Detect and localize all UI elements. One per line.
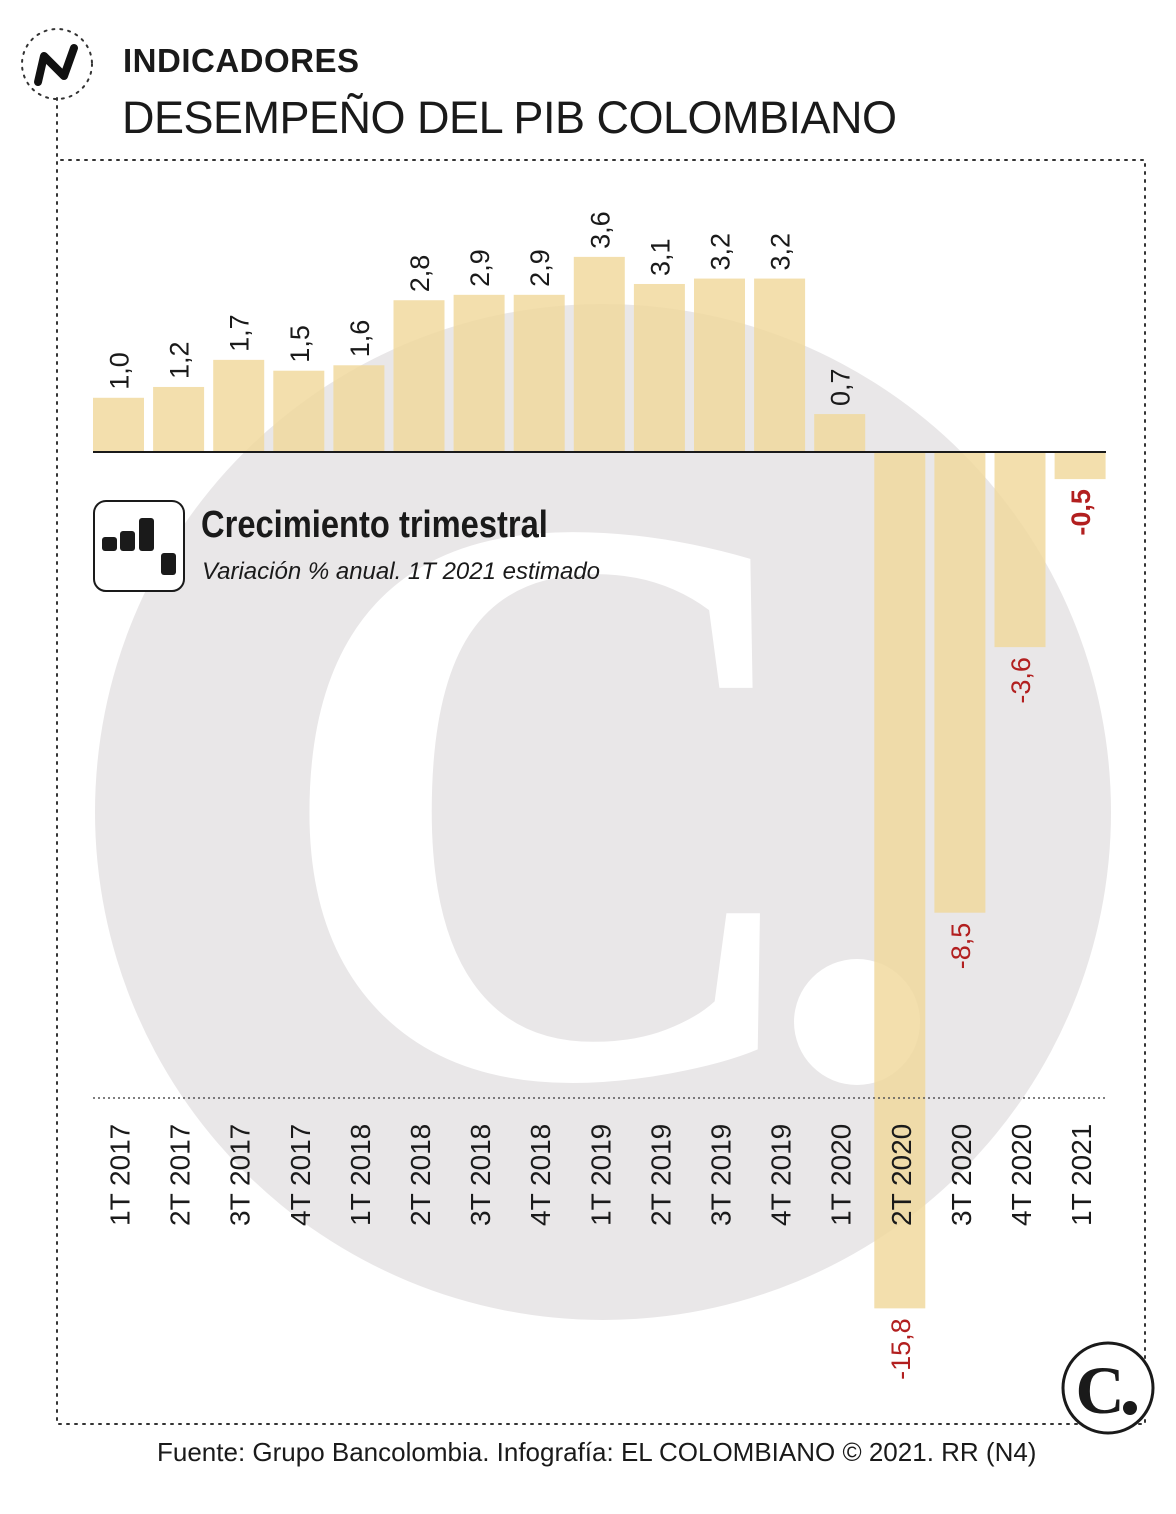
category-label: 3T 2018 — [465, 1124, 496, 1226]
category-label: 1T 2017 — [105, 1124, 136, 1226]
legend-subtitle: Variación % anual. 1T 2021 estimado — [202, 558, 601, 585]
value-label: 3,1 — [645, 238, 675, 276]
bar-2t-2020 — [874, 452, 926, 1309]
source-credit: Fuente: Grupo Bancolombia. Infografía: E… — [157, 1437, 1037, 1467]
bar-2t-2019 — [633, 283, 685, 452]
value-label: 1,0 — [105, 352, 135, 390]
bar-1t-2017 — [93, 397, 144, 452]
value-label: -0,5 — [1066, 489, 1096, 536]
watermark-letter: C — [273, 345, 818, 1253]
value-label: -15,8 — [886, 1318, 916, 1380]
value-label: 3,2 — [706, 233, 736, 271]
logo-letter: C — [1075, 1352, 1124, 1428]
bar-1t-2018 — [333, 365, 385, 452]
bar-2t-2017 — [153, 386, 205, 452]
bar-2t-2018 — [393, 300, 445, 452]
page-title: DESEMPEÑO DEL PIB COLOMBIANO — [122, 92, 897, 143]
value-label: 1,5 — [285, 325, 315, 363]
bar-3t-2019 — [694, 278, 745, 452]
category-label: 4T 2019 — [766, 1124, 797, 1226]
value-label: 2,9 — [525, 249, 555, 287]
bar-4t-2020 — [994, 452, 1046, 648]
category-label: 4T 2018 — [525, 1124, 556, 1226]
category-label: 3T 2017 — [225, 1124, 256, 1226]
category-label: 1T 2020 — [826, 1124, 857, 1226]
category-label: 1T 2021 — [1066, 1124, 1097, 1226]
category-label: 2T 2017 — [165, 1124, 196, 1226]
watermark-logo: C — [95, 304, 1111, 1320]
category-label: 2T 2018 — [405, 1124, 436, 1226]
category-label: 1T 2019 — [585, 1124, 616, 1226]
category-label: 4T 2020 — [1006, 1124, 1037, 1226]
value-labels-group: 1,0 1,2 1,7 1,5 1,6 2,8 2,9 2,9 3,6 3,1 3,2 3,2 0,7 -… — [105, 211, 1097, 1380]
bar-chart-icon — [93, 500, 185, 592]
header-category: INDICADORES — [123, 42, 360, 79]
category-label: 3T 2019 — [706, 1124, 737, 1226]
bar-3t-2018 — [453, 294, 505, 452]
bar-3t-2020 — [934, 452, 986, 913]
value-label: 1,7 — [225, 314, 255, 352]
value-label: 1,2 — [165, 341, 195, 379]
bars-group — [93, 256, 1106, 1309]
bar-4t-2017 — [273, 370, 325, 452]
bar-4t-2019 — [754, 278, 806, 452]
value-label: 1,6 — [345, 320, 375, 358]
bar-1t-2021 — [1054, 452, 1106, 480]
trend-icon — [34, 44, 78, 86]
legend-title: Crecimiento trimestral — [201, 504, 548, 546]
value-label: 3,6 — [585, 211, 615, 249]
category-labels-group: 1T 2017 2T 2017 3T 2017 4T 2017 1T 2018 2T 20… — [105, 1124, 1098, 1226]
category-label: 2T 2020 — [886, 1124, 917, 1226]
value-label: -3,6 — [1006, 657, 1036, 704]
el-colombiano-logo: C — [1061, 1341, 1155, 1435]
category-label: 3T 2020 — [946, 1124, 977, 1226]
bar-4t-2018 — [513, 294, 565, 452]
value-label: 2,8 — [405, 255, 435, 293]
value-label: 2,9 — [465, 249, 495, 287]
bar-1t-2020 — [814, 414, 866, 452]
indicadores-logo — [21, 28, 93, 100]
category-label: 1T 2018 — [345, 1124, 376, 1226]
value-label: -8,5 — [946, 923, 976, 970]
chart-frame — [56, 97, 1146, 1425]
bar-3t-2017 — [213, 359, 265, 452]
value-label: 3,2 — [766, 233, 796, 271]
category-label: 2T 2019 — [645, 1124, 676, 1226]
category-label: 4T 2017 — [285, 1124, 316, 1226]
bar-1t-2019 — [573, 256, 625, 452]
value-label: 0,7 — [826, 369, 856, 407]
